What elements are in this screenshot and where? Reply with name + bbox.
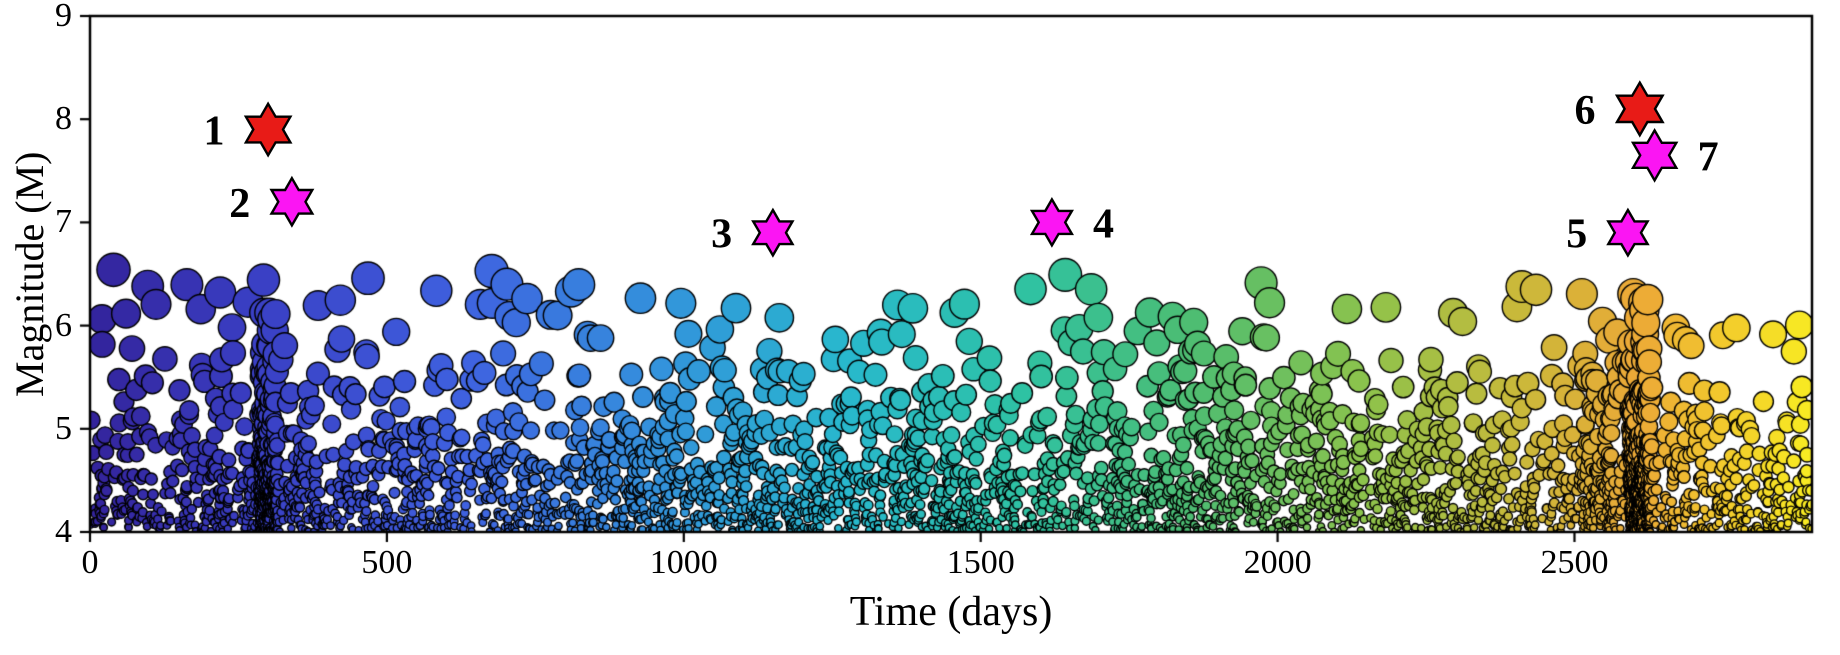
x-tick-label-1000: 1000	[649, 544, 718, 581]
x-axis-label: Time (days)	[849, 589, 1053, 635]
y-tick-label-4: 4	[55, 513, 72, 550]
x-axis-tick-labels: 0 500 1000 1500 2000 2500	[0, 544, 1840, 586]
y-axis-tick-labels: 4 5 6 7 8 9	[0, 0, 72, 655]
x-tick-label-500: 500	[361, 544, 413, 581]
x-tick-label-0: 0	[81, 544, 99, 581]
x-tick-label-1500: 1500	[946, 544, 1015, 581]
y-tick-label-9: 9	[55, 0, 72, 34]
x-tick-label-2500: 2500	[1540, 544, 1609, 581]
y-tick-label-5: 5	[55, 409, 72, 447]
y-tick-label-8: 8	[55, 100, 72, 138]
y-tick-label-6: 6	[55, 306, 72, 344]
y-tick-label-7: 7	[55, 203, 72, 241]
x-tick-label-2000: 2000	[1243, 544, 1312, 581]
